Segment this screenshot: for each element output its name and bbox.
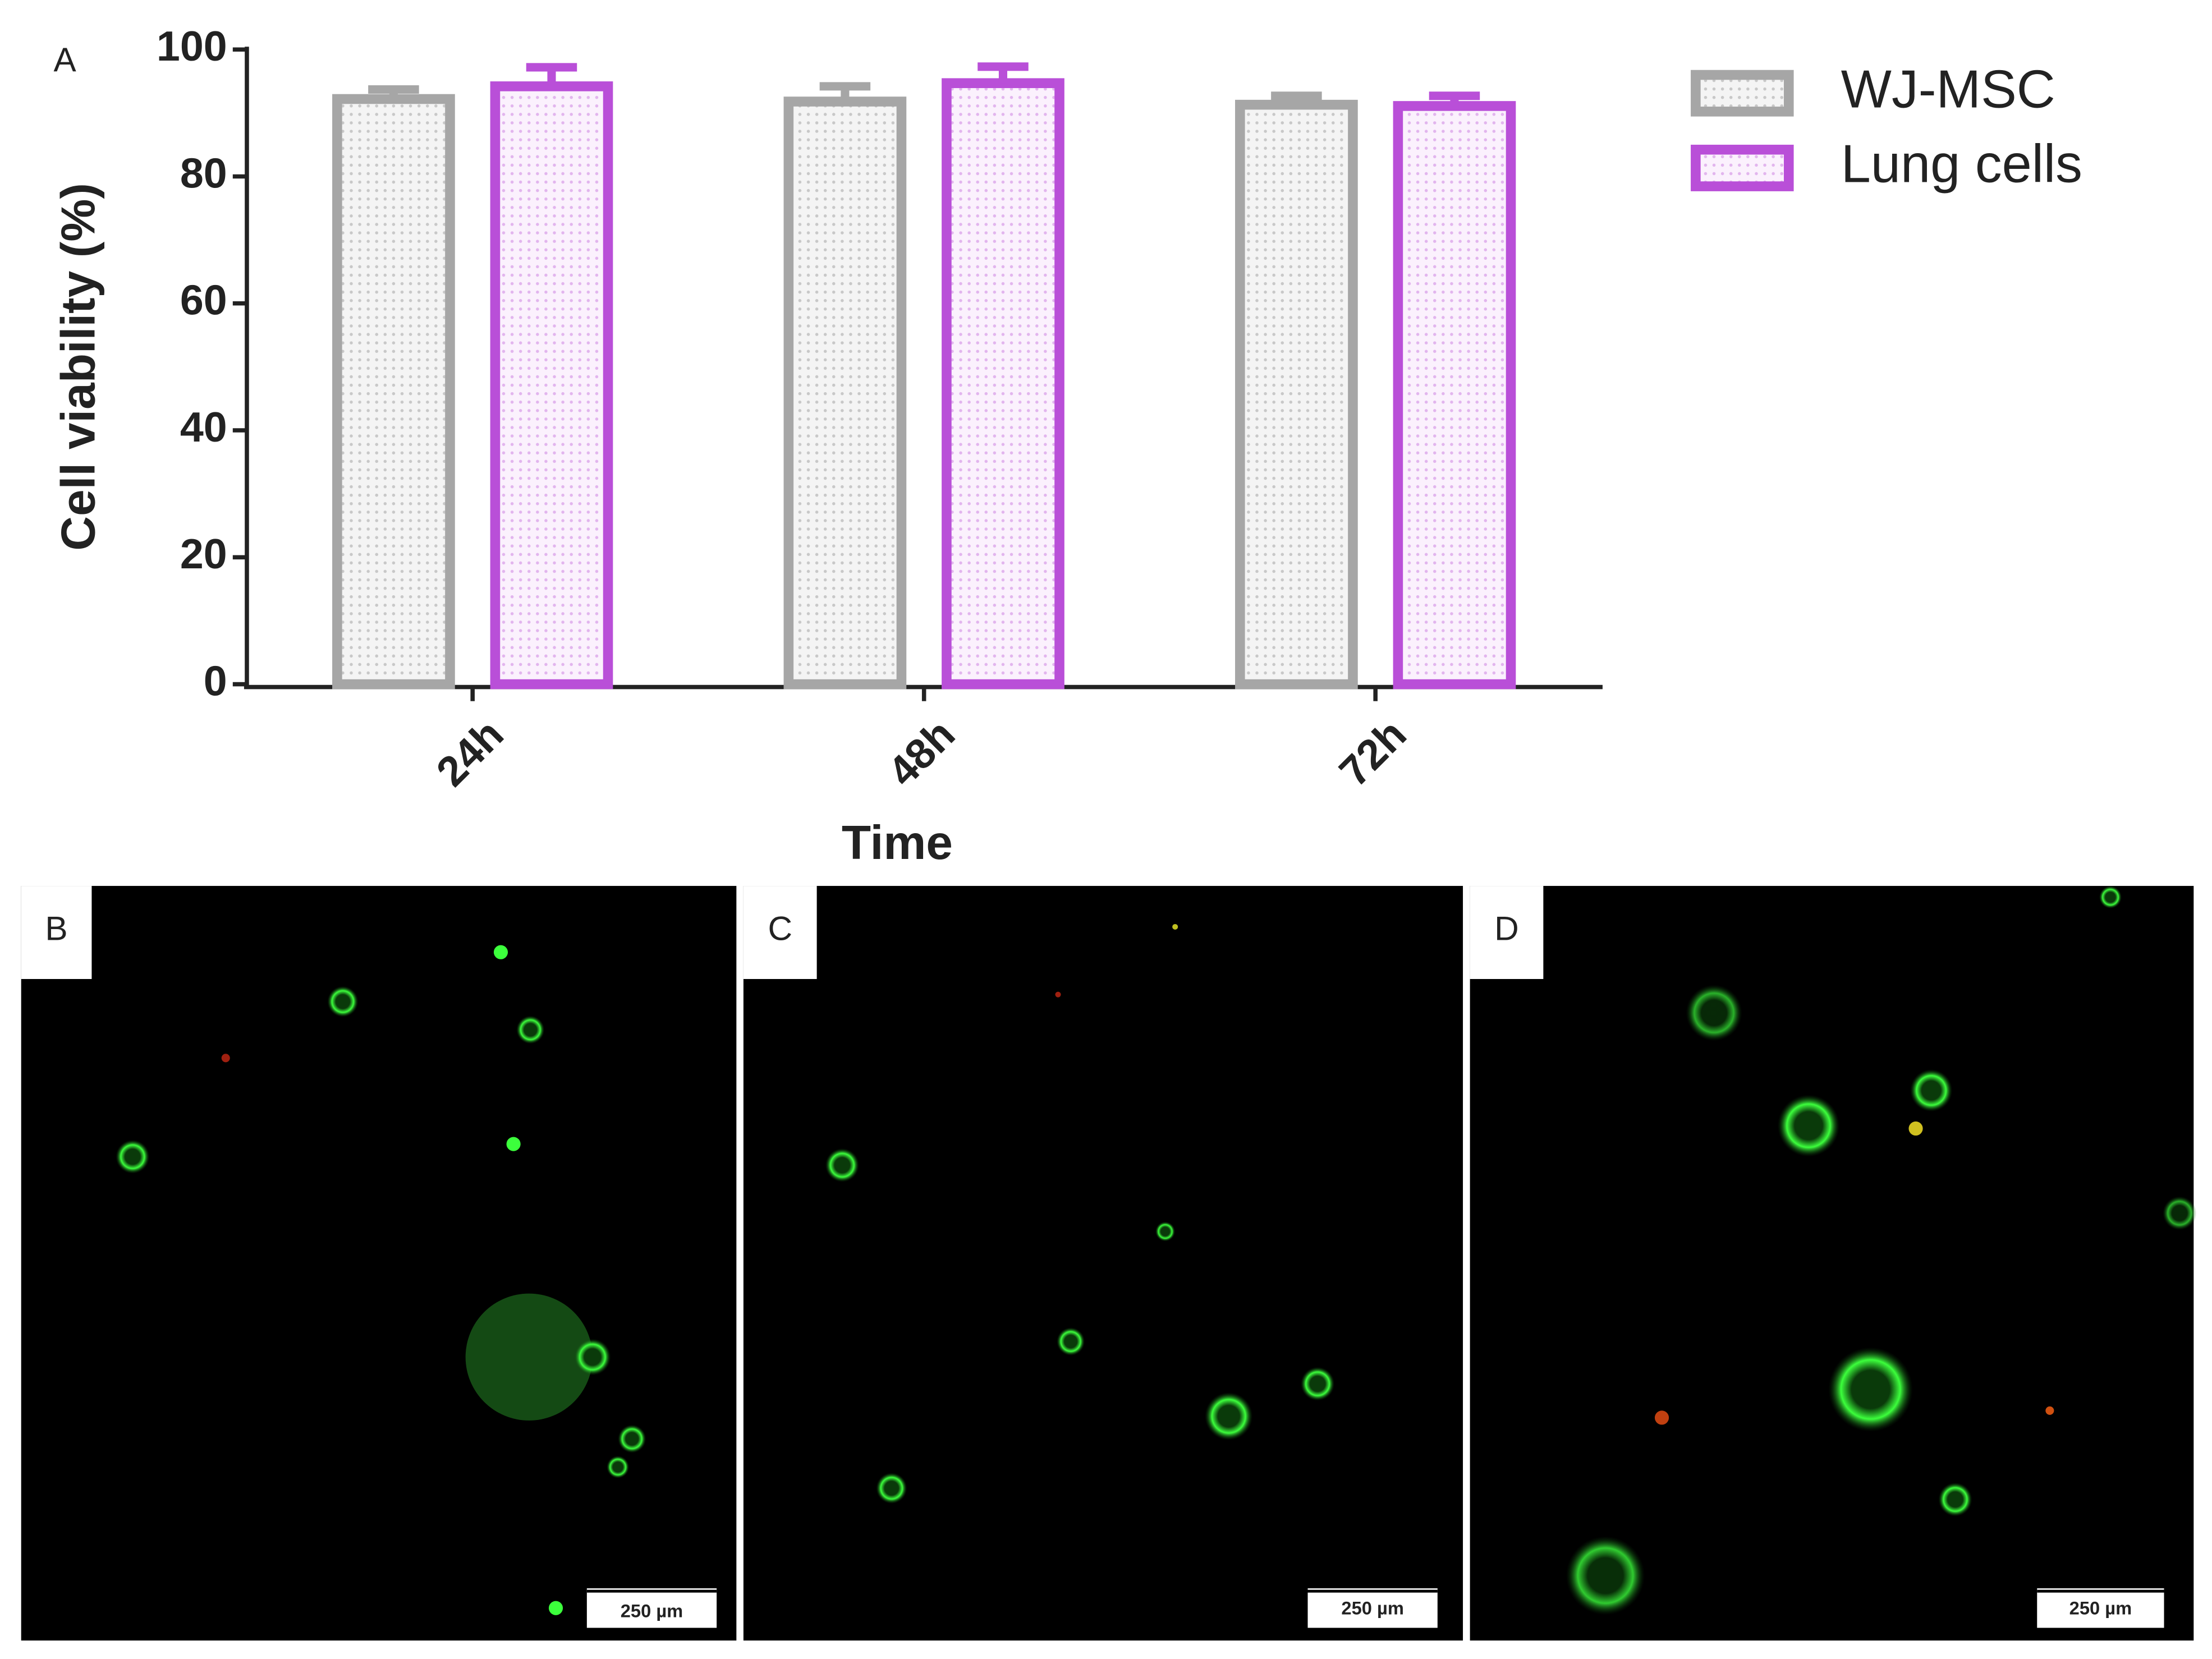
y-tick-label: 100 bbox=[157, 22, 227, 70]
x-axis-title: Time bbox=[842, 816, 953, 870]
error-bar bbox=[977, 62, 1029, 84]
bar bbox=[332, 94, 455, 690]
scale-bar-label: 250 µm bbox=[1341, 1597, 1403, 1618]
panel-label: C bbox=[768, 909, 792, 947]
error-bar bbox=[526, 63, 577, 86]
micrograph-d bbox=[1470, 886, 2197, 1641]
legend-swatch bbox=[1691, 144, 1794, 191]
bar bbox=[1393, 101, 1516, 690]
panel-label: A bbox=[54, 40, 77, 79]
panel-label: B bbox=[45, 909, 67, 947]
scale-bar-label: 250 µm bbox=[2069, 1597, 2132, 1618]
y-tick-label: 20 bbox=[180, 530, 227, 577]
bar bbox=[942, 78, 1064, 690]
error-bar bbox=[1271, 91, 1322, 105]
scale-bar-label: 250 µm bbox=[621, 1600, 683, 1621]
panel-label: D bbox=[1494, 909, 1519, 947]
micrograph-c bbox=[743, 886, 1463, 1641]
y-tick-label: 80 bbox=[180, 149, 227, 196]
bar bbox=[1235, 99, 1358, 690]
micrograph-b bbox=[21, 886, 737, 1641]
error-bar bbox=[1429, 91, 1480, 106]
y-axis-title: Cell viability (%) bbox=[52, 183, 105, 550]
legend-swatch bbox=[1691, 70, 1794, 117]
error-bar bbox=[819, 82, 871, 102]
error-bar bbox=[368, 85, 419, 99]
bar bbox=[783, 96, 907, 690]
legend-label: WJ-MSC bbox=[1841, 59, 2055, 119]
y-tick-label: 60 bbox=[180, 277, 227, 324]
y-tick-label: 0 bbox=[204, 657, 227, 704]
legend-label: Lung cells bbox=[1841, 135, 2082, 194]
y-tick-label: 40 bbox=[180, 403, 227, 451]
bar bbox=[490, 81, 613, 690]
